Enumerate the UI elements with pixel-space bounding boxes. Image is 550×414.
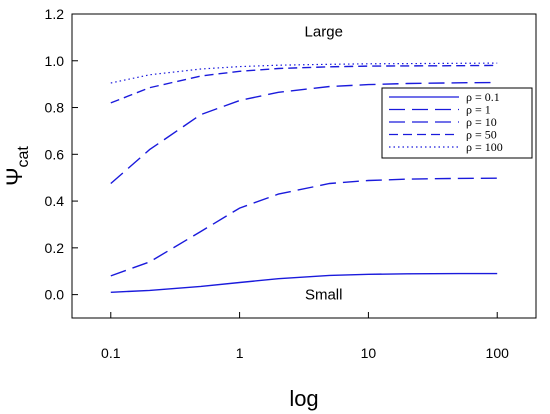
annotation-large: Large — [305, 24, 343, 41]
annotation-layer: Large Small — [305, 24, 343, 304]
y-axis-title-main: Ψ — [2, 167, 27, 185]
series-line-5 — [110, 62, 498, 84]
x-axis: 0.1 1 10 100 — [101, 312, 509, 361]
series-layer — [110, 62, 498, 293]
y-tick-label: 1.2 — [45, 6, 65, 22]
annotation-small: Small — [305, 287, 343, 304]
legend-box — [381, 87, 533, 159]
y-axis-title: Ψcat — [2, 146, 32, 186]
series-line-1 — [110, 272, 498, 293]
x-axis-title: log — [289, 386, 318, 411]
legend-label-2: ρ = 1 — [466, 103, 491, 117]
series-line-4 — [110, 64, 498, 104]
y-axis: 0.0 0.2 0.4 0.6 0.8 1.0 1.2 — [45, 6, 78, 303]
series-line-2 — [110, 177, 498, 277]
y-tick-label: 0.2 — [45, 240, 65, 256]
legend-label-4: ρ = 50 — [466, 128, 497, 142]
y-tick-label: 1.0 — [45, 53, 65, 69]
x-tick-label: 1 — [236, 345, 244, 361]
y-tick-label: 0.0 — [45, 287, 65, 303]
plot-area-frame — [71, 13, 537, 319]
legend-label-3: ρ = 10 — [466, 115, 497, 129]
y-axis-title-sub: cat — [15, 146, 32, 168]
x-tick-label: 100 — [486, 345, 510, 361]
y-tick-label: 0.6 — [45, 146, 65, 162]
x-tick-label: 0.1 — [101, 345, 121, 361]
x-tick-label: 10 — [361, 345, 377, 361]
series-line-3 — [110, 81, 498, 185]
y-tick-label: 0.4 — [45, 193, 65, 209]
legend-label-1: ρ = 0.1 — [466, 90, 500, 104]
legend: ρ = 0.1ρ = 1ρ = 10ρ = 50ρ = 100 — [381, 87, 533, 159]
y-tick-label: 0.8 — [45, 100, 65, 116]
svg-text:Ψcat: Ψcat — [2, 146, 32, 186]
legend-label-5: ρ = 100 — [466, 140, 503, 154]
